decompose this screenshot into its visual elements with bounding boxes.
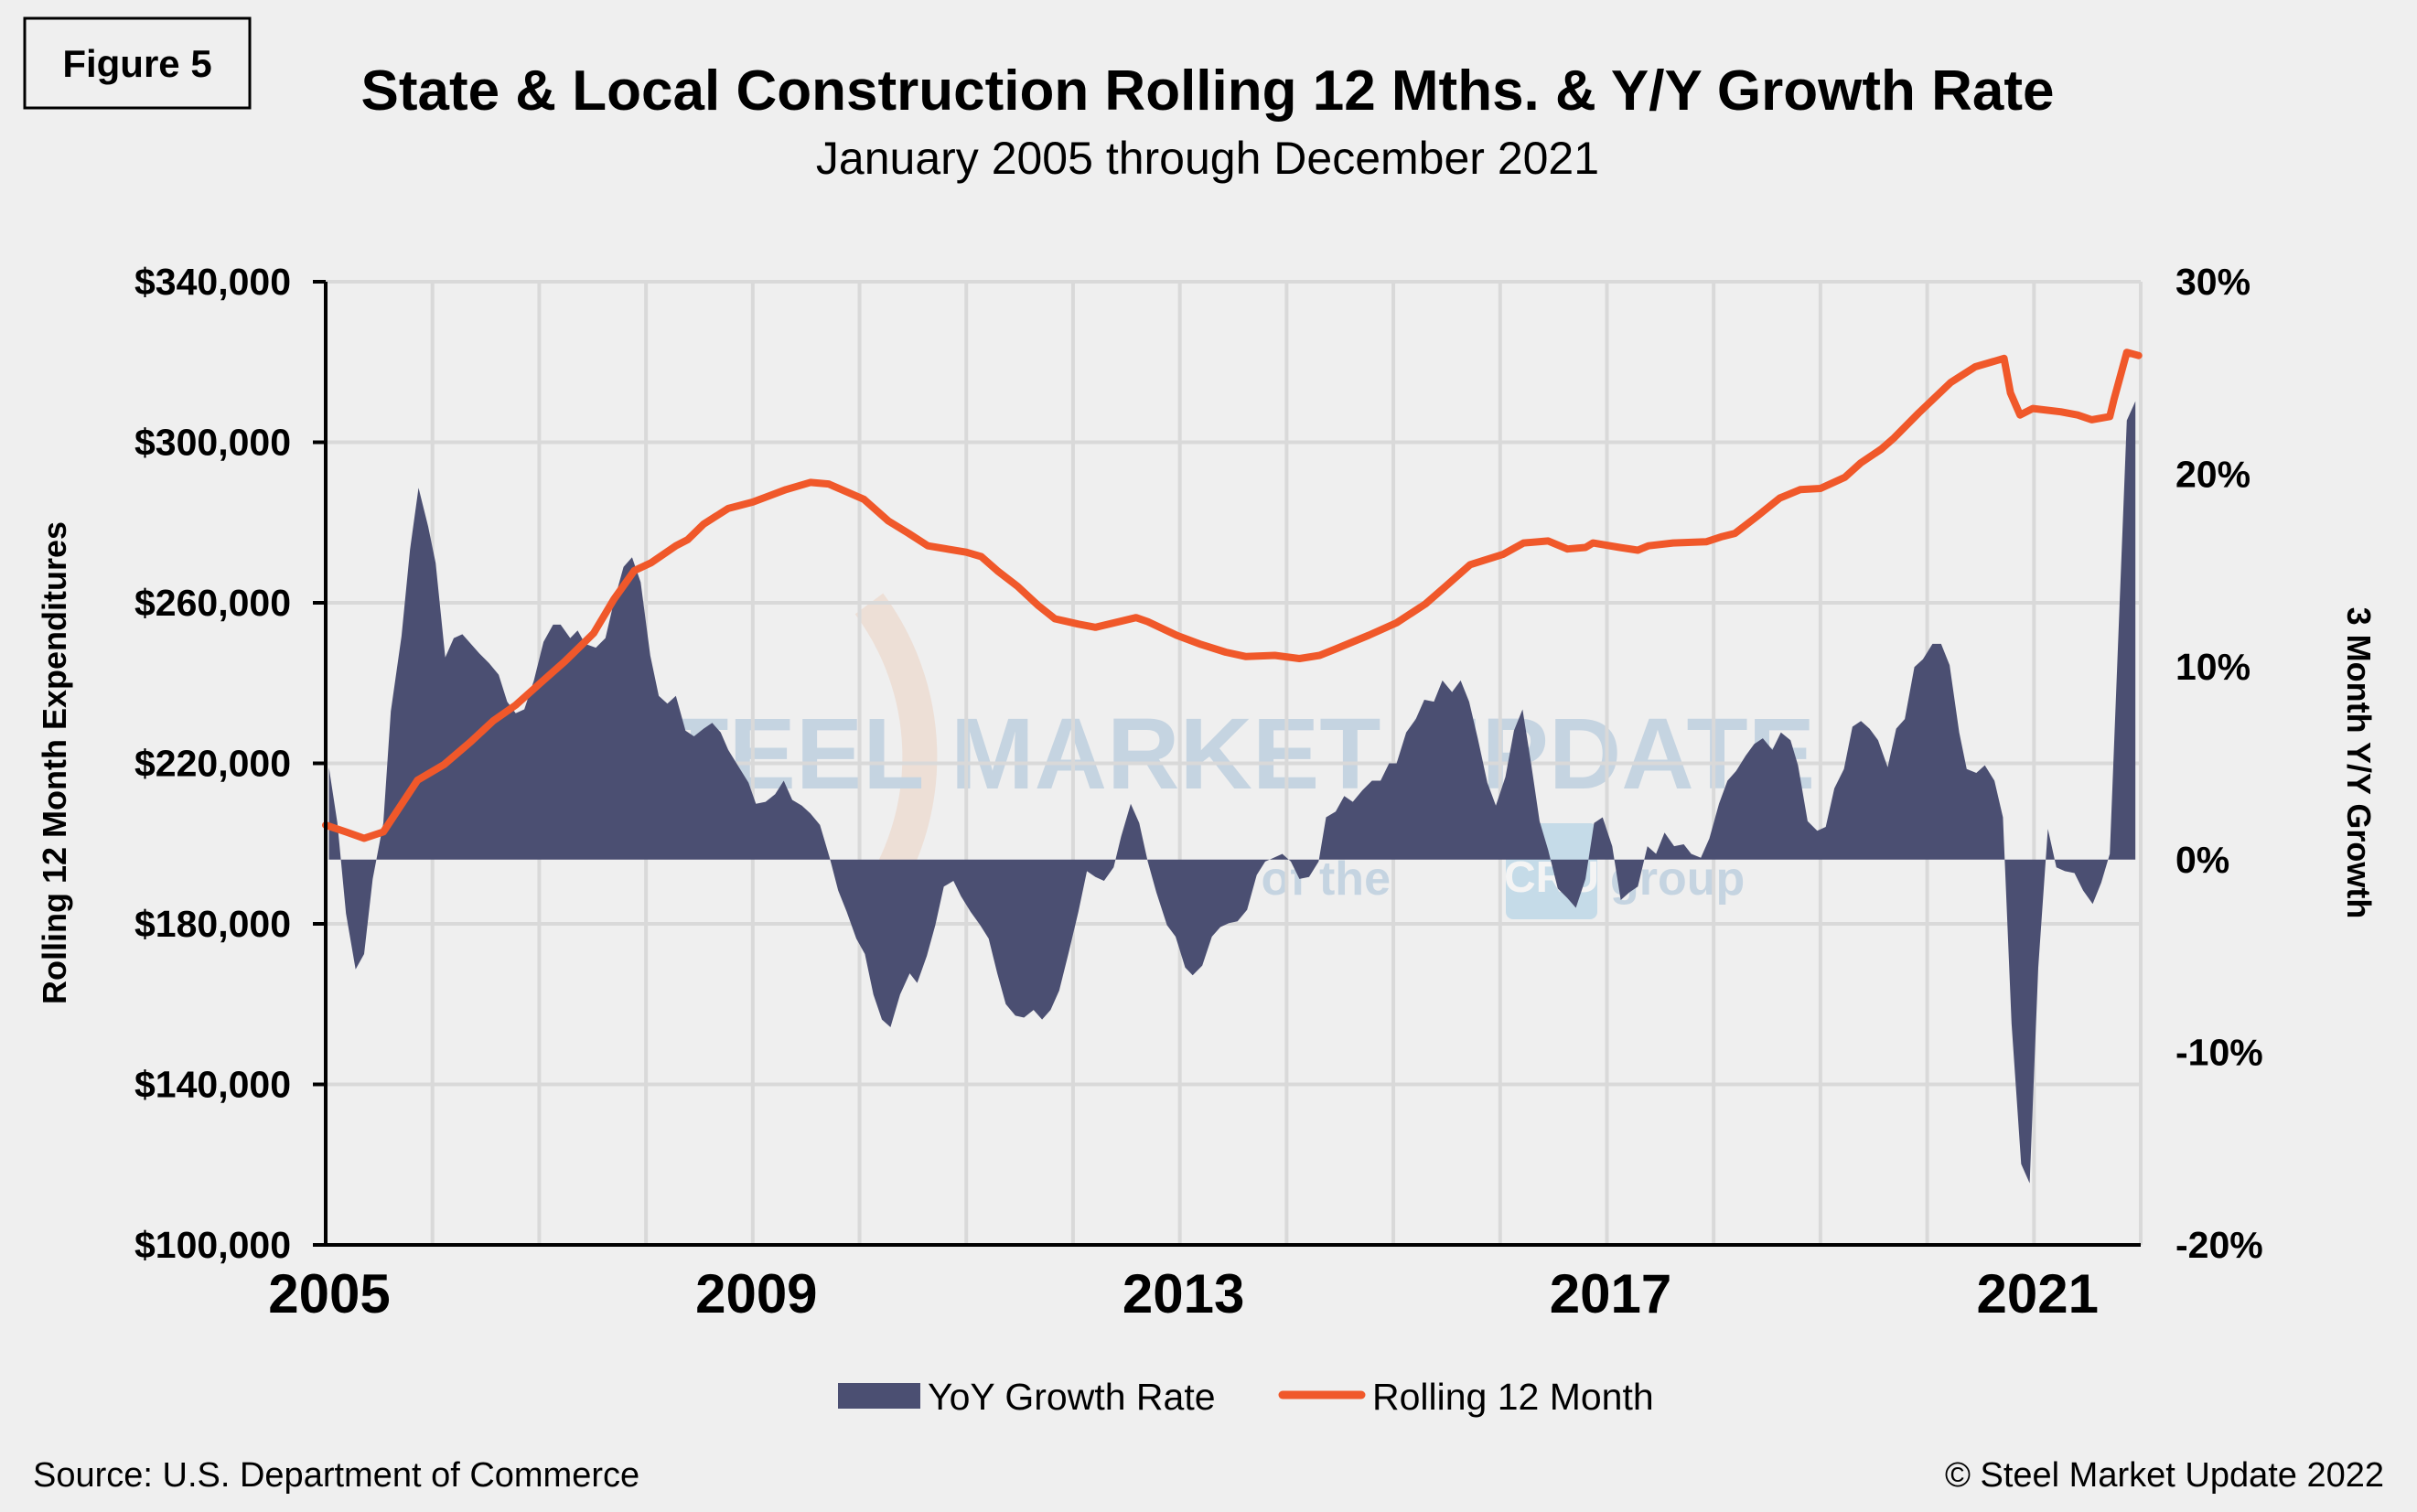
chart-subtitle: January 2005 through December 2021 — [816, 133, 1599, 184]
y2-tick-label: -10% — [2175, 1031, 2263, 1073]
y2-tick-label: 0% — [2175, 839, 2229, 881]
y-tick-label: $260,000 — [134, 582, 291, 624]
figure-label-box — [23, 16, 252, 110]
chart-title: State & Local Construction Rolling 12 Mt… — [360, 59, 2054, 123]
legend-label-yoy: YoY Growth Rate — [928, 1376, 1216, 1418]
legend-swatch-yoy — [838, 1383, 920, 1409]
legend: YoY Growth Rate Rolling 12 Month — [838, 1376, 1654, 1418]
axes — [313, 280, 2141, 1247]
y-tick-label: $340,000 — [134, 261, 291, 303]
svg-text:STEEL MARKET UPDATE: STEEL MARKET UPDATE — [600, 698, 1815, 810]
y-tick-label: $180,000 — [134, 903, 291, 945]
tick-labels: $340,000 $300,000 $260,000 $220,000 $180,000… — [134, 261, 2263, 1324]
x-tick-label: 2005 — [268, 1263, 390, 1324]
y-tick-label: $140,000 — [134, 1064, 291, 1106]
y2-tick-label: 30% — [2175, 261, 2250, 303]
x-tick-label: 2009 — [695, 1263, 817, 1324]
y-axis-title: Rolling 12 Month Expenditures — [36, 521, 73, 1004]
x-tick-label: 2021 — [1977, 1263, 2099, 1324]
legend-label-rolling: Rolling 12 Month — [1372, 1376, 1654, 1418]
copyright-note: © Steel Market Update 2022 — [1945, 1456, 2384, 1495]
source-note: Source: U.S. Department of Commerce — [33, 1456, 639, 1495]
chart-marks — [322, 349, 2143, 1184]
x-tick-label: 2013 — [1123, 1263, 1244, 1324]
x-tick-label: 2017 — [1550, 1263, 1671, 1324]
y2-axis-title: 3 Month Y/Y Growth — [2340, 607, 2378, 919]
y-tick-label: $300,000 — [134, 422, 291, 464]
y2-tick-label: -20% — [2175, 1224, 2263, 1266]
figure-label: Figure 5 — [62, 42, 211, 85]
y-tick-label: $220,000 — [134, 743, 291, 785]
rolling-12-month-line — [322, 349, 2143, 842]
y-tick-label: $100,000 — [134, 1224, 291, 1266]
yoy-growth-area — [328, 401, 2136, 1184]
y2-tick-label: 10% — [2175, 646, 2250, 688]
y2-tick-label: 20% — [2175, 454, 2250, 496]
